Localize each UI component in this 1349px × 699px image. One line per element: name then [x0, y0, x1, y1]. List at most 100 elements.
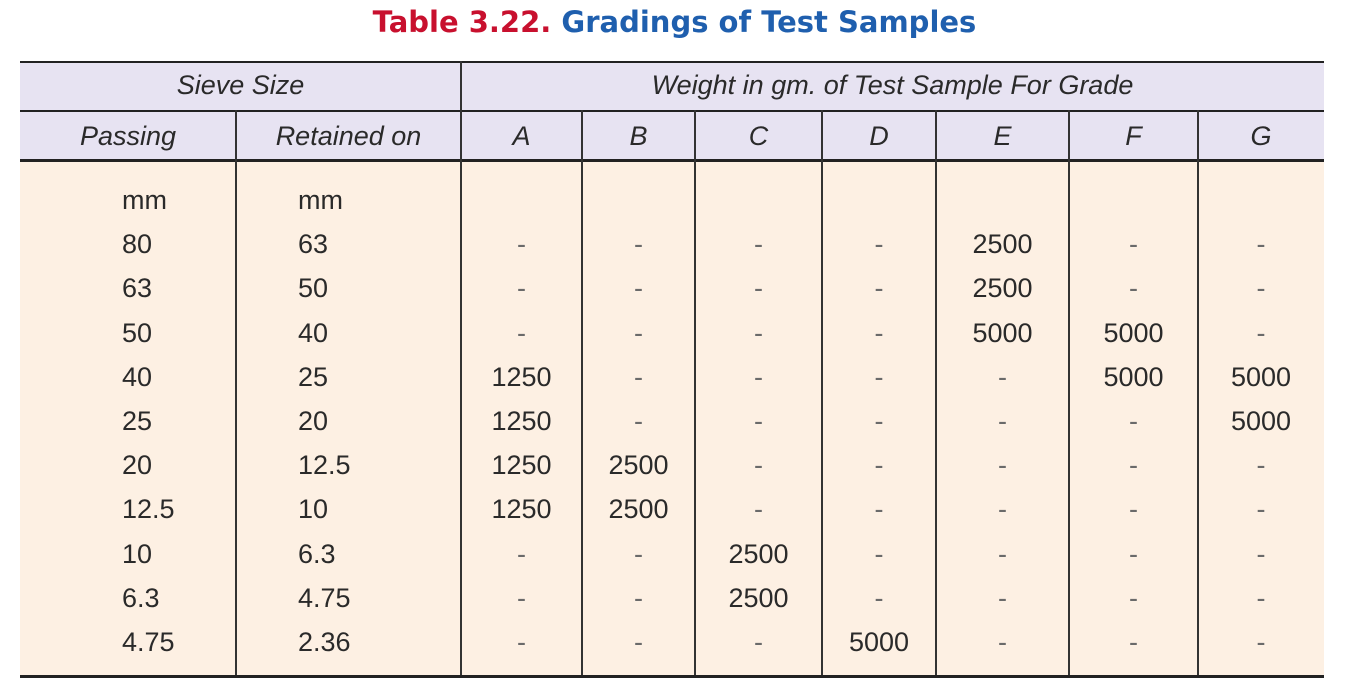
cell-grade-f: -	[1129, 450, 1138, 481]
header-divider-rule	[20, 110, 1324, 112]
cell-grade-c: -	[754, 494, 763, 525]
cell-grade-a: -	[517, 627, 526, 657]
table-bottom-rule	[20, 675, 1324, 678]
cell-grade-g: -	[1256, 582, 1266, 613]
cell-grade-d: -	[874, 361, 884, 392]
header-grade-e: E	[993, 121, 1012, 151]
cell-grade-c: -	[754, 406, 763, 436]
cell-grade-a: 1250	[491, 494, 552, 525]
header-retained-on: Retained on	[275, 121, 422, 151]
cell-grade-c	[695, 178, 822, 222]
cell-passing: 63	[122, 273, 153, 304]
column-divider	[235, 110, 237, 675]
column-divider	[1068, 110, 1070, 675]
cell-passing: 80	[122, 229, 153, 260]
header-sieve-size: Sieve Size	[176, 70, 305, 100]
cell-grade-c: -	[754, 229, 763, 260]
cell-grade-e: -	[998, 494, 1007, 525]
column-divider	[694, 110, 696, 675]
cell-retained-on: 6.3	[298, 538, 336, 569]
cell-grade-a	[461, 178, 582, 222]
table-top-rule	[20, 61, 1324, 63]
cell-grade-g: -	[1256, 317, 1266, 348]
cell-grade-f: 5000	[1103, 361, 1164, 392]
cell-grade-b: -	[634, 627, 643, 657]
cell-passing: 40	[122, 361, 153, 392]
cell-grade-e: 5000	[972, 317, 1033, 348]
cell-grade-a: -	[517, 273, 526, 304]
header-weight-group: Weight in gm. of Test Sample For Grade	[651, 70, 1134, 100]
header-grade-g: G	[1250, 121, 1272, 151]
cell-grade-a: 1250	[491, 450, 552, 481]
cell-grade-f: -	[1129, 273, 1138, 304]
cell-grade-c: -	[754, 273, 763, 304]
header-grade-d: D	[869, 121, 889, 151]
cell-passing: 12.5	[122, 494, 175, 525]
cell-grade-f: -	[1129, 229, 1138, 260]
cell-grade-g	[1198, 178, 1324, 222]
column-divider	[1197, 110, 1199, 675]
cell-grade-c: -	[754, 361, 763, 392]
cell-grade-b: -	[634, 406, 643, 436]
cell-passing: 25	[122, 406, 153, 436]
cell-grade-b	[582, 178, 695, 222]
cell-passing: 6.3	[122, 582, 160, 613]
cell-grade-b: -	[634, 273, 643, 304]
column-divider	[935, 110, 937, 675]
cell-grade-d: -	[874, 229, 884, 260]
cell-grade-c: -	[754, 450, 763, 481]
cell-retained-on: 4.75	[298, 582, 351, 613]
header-grade-a: A	[512, 121, 531, 151]
cell-grade-g: -	[1256, 538, 1266, 569]
cell-retained-on: 50	[298, 273, 329, 304]
cell-grade-f: -	[1129, 627, 1138, 657]
cell-grade-d: -	[874, 494, 884, 525]
cell-passing: 10	[122, 538, 153, 569]
cell-grade-f: -	[1129, 538, 1138, 569]
cell-grade-e: 2500	[972, 273, 1033, 304]
table-caption: Gradings of Test Samples	[561, 5, 977, 39]
cell-grade-b: -	[634, 317, 643, 348]
cell-grade-f: -	[1129, 406, 1138, 436]
cell-grade-g: -	[1256, 229, 1266, 260]
header-grade-b: B	[629, 121, 648, 151]
cell-grade-c: -	[754, 627, 763, 657]
cell-grade-b: -	[634, 361, 643, 392]
cell-grade-b: -	[634, 229, 643, 260]
cell-retained-on: 10	[298, 494, 329, 525]
cell-grade-e: -	[998, 361, 1007, 392]
header-grade-f: F	[1125, 121, 1142, 151]
cell-grade-d: 5000	[848, 627, 910, 657]
cell-grade-f: -	[1129, 582, 1138, 613]
cell-retained-on: 25	[298, 361, 329, 392]
cell-passing: 50	[122, 317, 153, 348]
cell-grade-e: -	[998, 582, 1007, 613]
column-divider	[581, 110, 583, 675]
cell-grade-g: 5000	[1230, 406, 1292, 436]
cell-grade-g: 5000	[1230, 361, 1292, 392]
cell-grade-b: -	[634, 538, 643, 569]
header-passing: Passing	[79, 121, 177, 151]
cell-grade-a: 1250	[491, 406, 552, 436]
cell-grade-f: -	[1129, 494, 1138, 525]
header-bottom-rule	[20, 159, 1324, 162]
cell-passing: mm	[122, 185, 167, 215]
cell-grade-a: 1250	[491, 361, 552, 392]
cell-grade-e: -	[998, 406, 1007, 436]
cell-grade-c: 2500	[728, 538, 789, 569]
cell-grade-a: -	[517, 229, 526, 260]
cell-grade-d: -	[874, 317, 884, 348]
cell-grade-b: -	[634, 582, 643, 613]
cell-retained-on: 40	[298, 317, 329, 348]
cell-grade-e: 2500	[972, 229, 1033, 260]
cell-grade-d	[822, 178, 936, 222]
cell-grade-e: -	[998, 450, 1007, 481]
cell-retained-on: mm	[298, 185, 343, 215]
cell-retained-on: 2.36	[298, 627, 351, 657]
cell-grade-a: -	[517, 582, 526, 613]
column-divider	[460, 61, 462, 675]
cell-passing: 4.75	[122, 627, 175, 657]
cell-grade-f: 5000	[1103, 317, 1164, 348]
column-divider	[821, 110, 823, 675]
cell-grade-e: -	[998, 538, 1007, 569]
